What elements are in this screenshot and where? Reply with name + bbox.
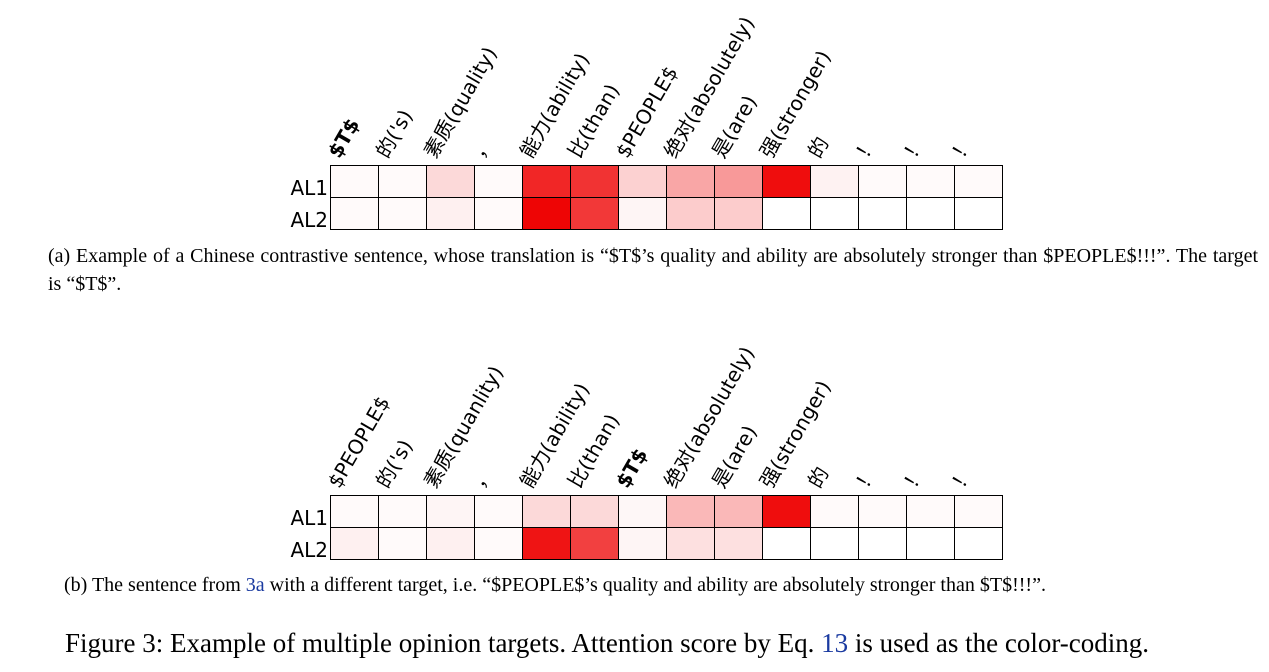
- heatmap-cell-al1-2: [426, 165, 475, 198]
- token-label-11: ！: [850, 462, 882, 492]
- token-label-7: 绝对(absolutely): [658, 12, 760, 163]
- panel-a: $T$ 的('s) 素质(quality)，能力(ability) 比(than) $P…: [0, 0, 1269, 300]
- row-label-al1-b: AL1: [290, 506, 328, 530]
- token-label-10: 的: [802, 132, 834, 162]
- heatmap-cell-al2-9: [762, 527, 811, 560]
- token-label-7: 绝对(absolutely): [658, 342, 760, 492]
- heatmap-cell-al1-8: [714, 165, 763, 198]
- row-label-al1-a: AL1: [290, 176, 328, 200]
- figure-caption-text-before: Figure 3: Example of multiple opinion ta…: [65, 628, 822, 658]
- heatmap-cell-al2-13: [954, 527, 1003, 560]
- heatmap-cell-al2-13: [954, 197, 1003, 230]
- heatmap-cell-al1-11: [858, 495, 907, 528]
- token-label-3: ，: [466, 462, 498, 492]
- heatmap-cell-al1-6: [618, 495, 667, 528]
- row-label-al2-b: AL2: [290, 538, 328, 562]
- heatmap-cell-al2-7: [666, 527, 715, 560]
- heatmap-cell-al1-4: [522, 495, 571, 528]
- heatmap-cell-al2-11: [858, 197, 907, 230]
- token-label-8: 是(are): [706, 91, 762, 162]
- heatmap-cell-al1-13: [954, 165, 1003, 198]
- figure-caption-text-after: is used as the color-coding.: [848, 628, 1150, 658]
- token-label-12: ！: [898, 132, 930, 162]
- heatmap-cell-al1-10: [810, 495, 859, 528]
- heatmap-cell-al1-5: [570, 495, 619, 528]
- heatmap-cell-al2-6: [618, 527, 667, 560]
- heatmap-cell-al2-0: [330, 197, 379, 230]
- heatmap-cell-al1-7: [666, 165, 715, 198]
- heatmap-cell-al2-11: [858, 527, 907, 560]
- heatmap-cell-al1-1: [378, 495, 427, 528]
- token-label-10: 的: [802, 462, 834, 492]
- heatmap-cell-al2-3: [474, 197, 523, 230]
- token-label-8: 是(are): [706, 421, 762, 492]
- heatmap-cell-al2-9: [762, 197, 811, 230]
- heatmap-cell-al1-9: [762, 165, 811, 198]
- heatmap-cell-al2-8: [714, 197, 763, 230]
- heatmap-cell-al1-12: [906, 495, 955, 528]
- heatmap-cell-al2-10: [810, 197, 859, 230]
- heatmap-cell-al2-5: [570, 197, 619, 230]
- token-label-13: ！: [946, 132, 978, 162]
- heatmap-cell-al1-0: [330, 495, 379, 528]
- heatmap-cell-al2-4: [522, 197, 571, 230]
- heatmap-cell-al2-4: [522, 527, 571, 560]
- heatmap-cell-al1-1: [378, 165, 427, 198]
- heatmap-cell-al2-8: [714, 527, 763, 560]
- row-label-al2-a: AL2: [290, 208, 328, 232]
- token-label-0: $T$: [322, 114, 365, 162]
- heatmap-cell-al2-7: [666, 197, 715, 230]
- token-label-11: ！: [850, 132, 882, 162]
- heatmap-cell-al2-3: [474, 527, 523, 560]
- token-label-1: 的('s): [370, 105, 418, 162]
- caption-b-ref-link[interactable]: 3a: [245, 574, 265, 596]
- heatmap-cell-al1-8: [714, 495, 763, 528]
- token-label-12: ！: [898, 462, 930, 492]
- heatmap-cell-al1-6: [618, 165, 667, 198]
- heatmap-cell-al2-10: [810, 527, 859, 560]
- heatmap-cell-al1-10: [810, 165, 859, 198]
- panel-b: $PEOPLE$ 的('s) 素质(quanlity)，能力(ability) 比(t…: [0, 330, 1269, 605]
- heatmap-cell-al2-2: [426, 197, 475, 230]
- token-label-6: $T$: [610, 444, 653, 492]
- heatmap-cell-al1-4: [522, 165, 571, 198]
- heatmap-cell-al1-13: [954, 495, 1003, 528]
- heatmap-cell-al1-11: [858, 165, 907, 198]
- heatmap-cell-al2-12: [906, 527, 955, 560]
- token-label-3: ，: [466, 132, 498, 162]
- caption-b-text-before: (b) The sentence from: [64, 574, 246, 596]
- token-label-1: 的('s): [370, 435, 418, 492]
- heatmap-cell-al1-9: [762, 495, 811, 528]
- caption-b: (b) The sentence from 3a with a differen…: [64, 571, 1264, 599]
- heatmap-cell-al1-5: [570, 165, 619, 198]
- heatmap-cell-al2-5: [570, 527, 619, 560]
- heatmap-cell-al2-1: [378, 527, 427, 560]
- token-label-13: ！: [946, 462, 978, 492]
- caption-b-text-after: with a different target, i.e. “$PEOPLE$’…: [264, 574, 1046, 596]
- heatmap-cell-al1-12: [906, 165, 955, 198]
- heatmap-cell-al1-2: [426, 495, 475, 528]
- heatmap-cell-al2-0: [330, 527, 379, 560]
- heatmap-cell-al1-3: [474, 495, 523, 528]
- heatmap-cell-al1-3: [474, 165, 523, 198]
- heatmap-cell-al2-6: [618, 197, 667, 230]
- heatmap-cell-al2-1: [378, 197, 427, 230]
- figure-caption-eq-ref[interactable]: 13: [821, 628, 849, 658]
- caption-a: (a) Example of a Chinese contrastive sen…: [48, 245, 1258, 295]
- heatmap-cell-al1-0: [330, 165, 379, 198]
- figure-caption: Figure 3: Example of multiple opinion ta…: [65, 626, 1149, 660]
- heatmap-cell-al2-2: [426, 527, 475, 560]
- heatmap-cell-al1-7: [666, 495, 715, 528]
- heatmap-cell-al2-12: [906, 197, 955, 230]
